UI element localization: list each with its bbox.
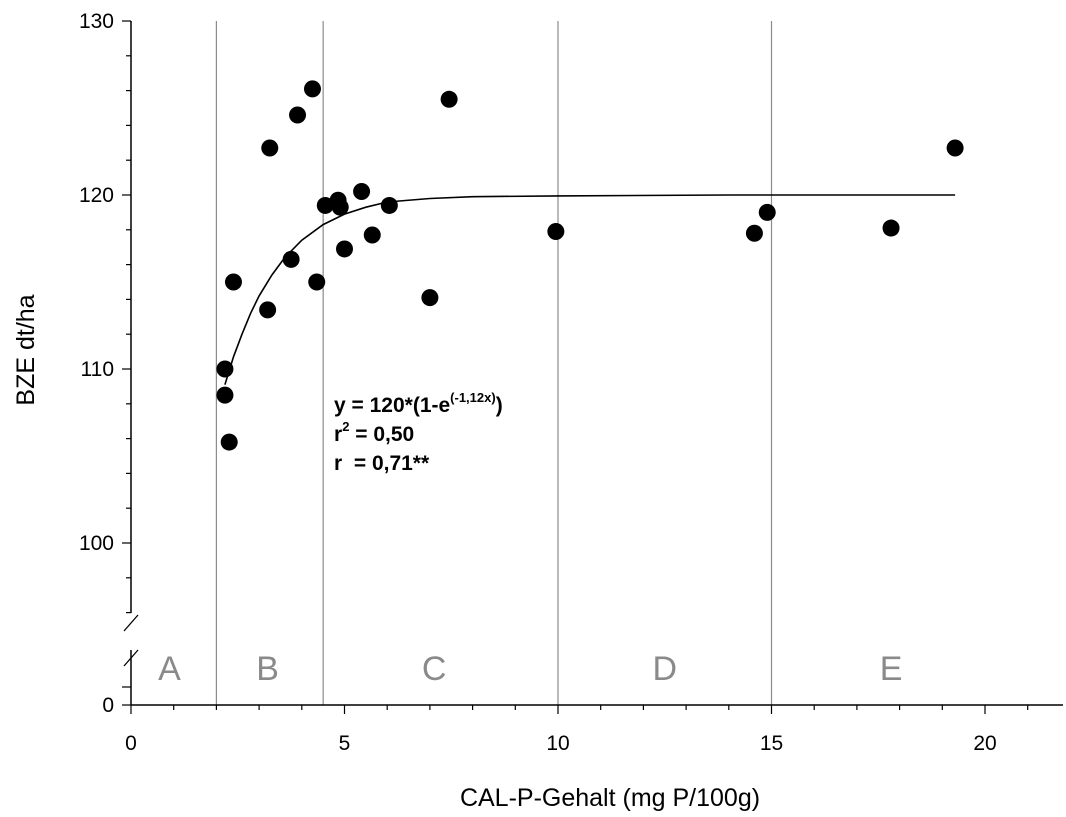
- axis-break-mark-lower: [123, 649, 139, 667]
- equation-line-1-suffix: ): [496, 394, 503, 417]
- data-point: [303, 80, 321, 98]
- y-tick-label: 130: [79, 10, 114, 33]
- class-label-c: C: [422, 650, 447, 688]
- data-point: [224, 273, 242, 291]
- equation-line-3: r = 0,71**: [334, 452, 430, 475]
- equation-line-2-prefix: r: [334, 423, 342, 446]
- data-point: [220, 433, 238, 451]
- data-point: [946, 139, 964, 157]
- x-tick-label: 20: [973, 732, 996, 755]
- data-point: [282, 250, 300, 268]
- equation-line-2: r2 = 0,50: [334, 419, 414, 446]
- fit-curve: [224, 194, 956, 385]
- class-label-e: E: [880, 650, 903, 688]
- y-tick-label-zero: 0: [102, 694, 114, 717]
- data-point: [259, 301, 277, 319]
- data-point: [353, 183, 371, 201]
- data-point: [882, 219, 900, 237]
- y-axis-title: BZE dt/ha: [12, 294, 40, 405]
- data-point: [363, 226, 381, 244]
- data-point: [745, 224, 763, 242]
- axes: [123, 21, 1063, 706]
- class-label-a: A: [158, 650, 181, 688]
- x-tick-label: 5: [339, 732, 351, 755]
- data-point: [547, 223, 565, 241]
- data-point: [216, 386, 234, 404]
- class-label-d: D: [652, 650, 677, 688]
- class-labels: A B C D E: [158, 650, 902, 688]
- data-point: [380, 196, 398, 214]
- y-axis-ticks: 100 110 120 130 0: [79, 10, 131, 717]
- class-label-b: B: [256, 650, 279, 688]
- data-point: [316, 196, 334, 214]
- data-point: [308, 273, 326, 291]
- x-tick-label: 15: [760, 732, 783, 755]
- x-axis-ticks: 0 5 10 15 20: [125, 705, 1029, 755]
- equation-line-1-exponent: (-1,12x): [450, 390, 496, 405]
- data-point: [758, 203, 776, 221]
- equation-line-2-suffix: = 0,50: [349, 423, 414, 446]
- equation-line-1: y = 120*(1-e(-1,12x)): [334, 390, 503, 417]
- x-tick-label: 10: [546, 732, 569, 755]
- data-points: [216, 80, 964, 451]
- y-tick-label: 120: [79, 184, 114, 207]
- data-point: [289, 106, 307, 124]
- x-tick-label: 0: [125, 732, 137, 755]
- data-point: [261, 139, 279, 157]
- equation-line-1-prefix: y = 120*(1-e: [334, 394, 450, 417]
- y-tick-label: 110: [81, 358, 114, 381]
- y-tick-label: 100: [79, 532, 114, 555]
- class-boundary-lines: [215, 21, 773, 705]
- data-point: [421, 289, 439, 307]
- axis-break-mark-upper: [123, 614, 139, 632]
- data-point: [216, 360, 234, 378]
- data-point: [440, 90, 458, 108]
- data-point: [336, 240, 353, 258]
- data-point: [331, 198, 349, 216]
- x-axis-title: CAL-P-Gehalt (mg P/100g): [460, 784, 760, 812]
- equation-line-2-exponent: 2: [342, 419, 349, 434]
